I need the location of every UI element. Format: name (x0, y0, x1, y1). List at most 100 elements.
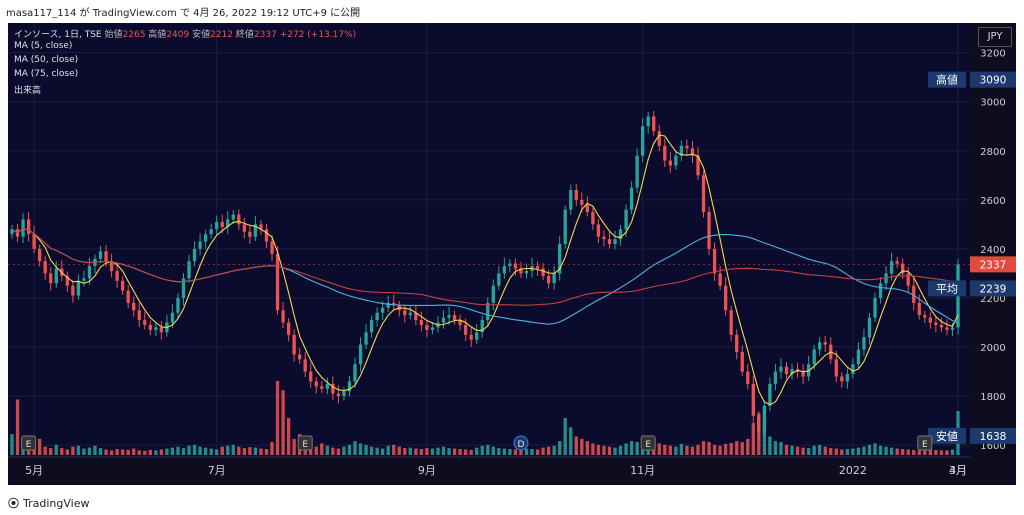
candle-body (923, 315, 927, 318)
volume-bar (569, 427, 573, 455)
price-tag-last: 2337 (8, 256, 1016, 273)
candle (878, 276, 883, 304)
volume-bar (546, 446, 551, 455)
volume-bar (425, 448, 429, 455)
candle-body (486, 302, 490, 321)
y-tick-label: 2000 (980, 343, 1005, 354)
open-label: 始値 (104, 30, 123, 40)
currency-button[interactable]: JPY (978, 27, 1012, 47)
candle-body (298, 354, 302, 360)
candle (281, 301, 285, 328)
price-tag-avg: 平均 2239 (928, 280, 1016, 297)
x-tick-label: 7月 (208, 464, 226, 477)
candle-body (917, 302, 921, 316)
volume-bar (884, 446, 888, 455)
ma75-line (11, 227, 959, 306)
candle (71, 280, 75, 303)
price-tag-value: 1638 (980, 431, 1007, 443)
y-tick-label: 2800 (980, 147, 1005, 158)
volume-bar (109, 450, 114, 455)
candle (441, 310, 446, 329)
candle (132, 296, 136, 317)
candle (801, 364, 805, 384)
candle-body (414, 312, 418, 321)
volume-bar (187, 445, 191, 455)
price-chart[interactable]: 1600 1800 2000 2200 2400 2600 2800 3000 3200 高値 3… (8, 23, 1016, 485)
earnings-marker[interactable]: E (297, 435, 313, 451)
candle (98, 245, 103, 264)
candle (956, 258, 960, 335)
candle-body (43, 261, 47, 274)
candle-body (574, 190, 578, 200)
candle-body (801, 371, 805, 377)
candle (679, 140, 684, 162)
volume-bar (718, 445, 722, 455)
candle (580, 192, 584, 213)
candle (43, 255, 47, 280)
candle (452, 310, 457, 325)
volume-bar (353, 441, 357, 455)
price-tag-value: 2337 (980, 259, 1007, 271)
dividend-marker[interactable]: D (513, 435, 529, 451)
earnings-marker[interactable]: E (640, 435, 656, 451)
volume-bar (746, 438, 750, 455)
candle (109, 253, 114, 278)
candle-body (76, 280, 81, 296)
earnings-marker[interactable]: E (917, 435, 933, 451)
volume-bar (226, 445, 230, 455)
candle (668, 152, 672, 173)
volume-bar (602, 445, 606, 455)
candle (945, 319, 949, 336)
ma75-legend[interactable]: MA (75, close) (14, 69, 79, 79)
candle-body (878, 283, 883, 298)
candle (248, 224, 252, 244)
volume-bar (513, 449, 518, 455)
candle (751, 375, 755, 423)
candle-body (668, 160, 672, 166)
volume-bar (87, 447, 92, 455)
candle-body (380, 307, 385, 313)
candle (685, 139, 689, 155)
candle (851, 357, 855, 379)
volume-bar (712, 444, 717, 455)
event-marker-label: E (302, 440, 308, 450)
candle-body (889, 261, 894, 274)
volume-bar (314, 446, 318, 455)
candle (231, 210, 235, 224)
candle (49, 267, 53, 291)
candle (524, 263, 529, 279)
candle (618, 224, 623, 246)
candle-body (375, 312, 379, 321)
candle-body (712, 248, 717, 274)
chart-panel[interactable]: 1600 1800 2000 2200 2400 2600 2800 3000 3200 高値 3… (8, 23, 1016, 485)
volume-bar (331, 447, 335, 455)
candle (535, 261, 540, 276)
candle-body (845, 374, 850, 382)
candle (65, 271, 69, 293)
volume-bar (115, 448, 119, 455)
ma50-legend[interactable]: MA (50, close) (14, 55, 79, 65)
volume-bar (120, 449, 125, 455)
candle (154, 322, 158, 337)
volume-bar (286, 418, 291, 455)
volume-bar (790, 445, 794, 455)
time-axis-background[interactable] (8, 457, 970, 485)
volume-bar (552, 445, 556, 455)
candle (408, 306, 412, 320)
candle (292, 329, 296, 362)
earnings-marker[interactable]: E (21, 435, 37, 451)
volume-bar (176, 446, 180, 455)
volume-bar (657, 443, 661, 455)
volume-bar (740, 442, 744, 455)
candle-body (148, 324, 152, 330)
price-scale-background[interactable] (970, 23, 1016, 485)
candle (331, 376, 335, 401)
volume-bar (856, 447, 861, 455)
volume-bar (320, 443, 324, 455)
candle (840, 372, 844, 388)
volume-bar (192, 444, 197, 455)
volume-legend[interactable]: 出来高 (14, 86, 42, 96)
ma5-legend[interactable]: MA (5, close) (14, 41, 73, 51)
tradingview-logo[interactable]: ⦿ TradingView (8, 495, 89, 511)
